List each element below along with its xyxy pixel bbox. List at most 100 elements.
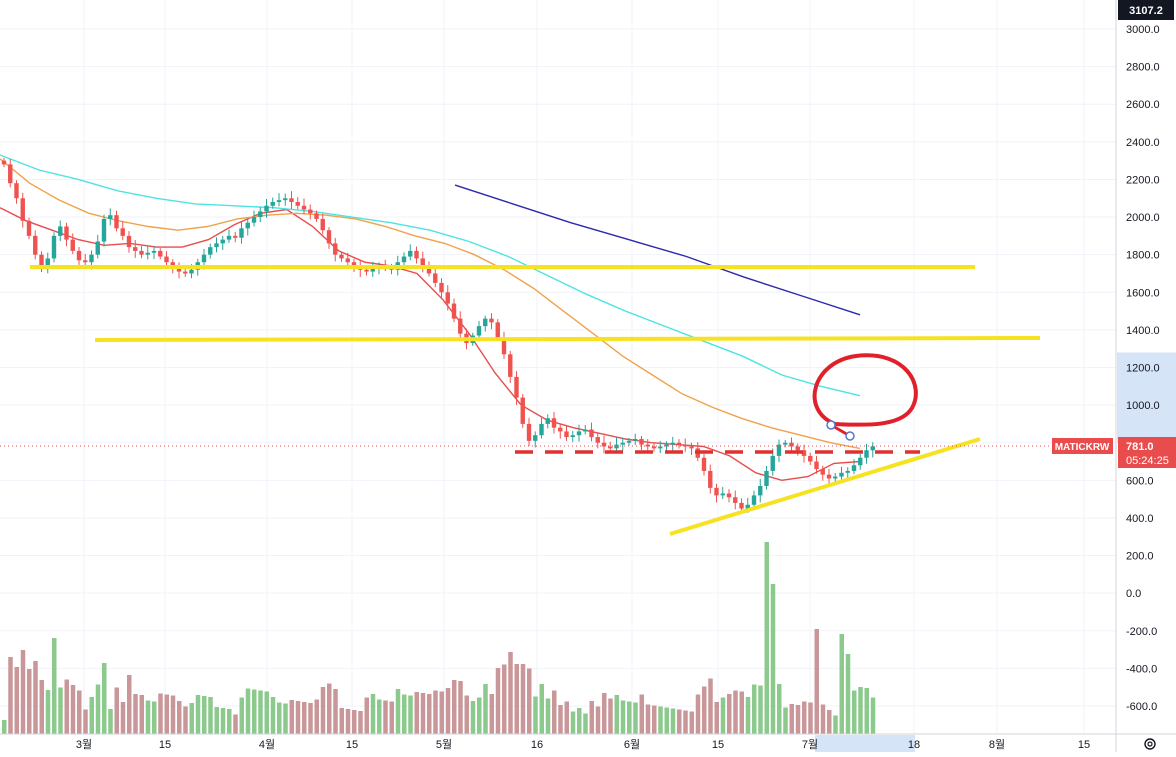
volume-bar: [195, 695, 201, 734]
symbol-tag[interactable]: [1052, 438, 1113, 454]
candle-body: [870, 446, 875, 451]
candle-body: [508, 354, 513, 377]
candle-body: [783, 442, 788, 445]
grid: [0, 0, 1116, 734]
moving-average-line: [454, 184, 861, 316]
time-tick-label: 15: [712, 739, 724, 751]
time-tick-label: 15: [159, 739, 171, 751]
candle-body: [364, 269, 369, 272]
candle-body: [670, 442, 675, 445]
volume-bar: [502, 664, 507, 734]
top-price-label: 3107.2: [1129, 5, 1163, 17]
candle-body: [58, 226, 63, 236]
candle-body: [689, 446, 694, 449]
volume-bar: [695, 694, 701, 734]
volume-bar: [277, 702, 282, 734]
candle-body: [664, 444, 669, 447]
volume-bar: [370, 694, 376, 734]
candle-body: [208, 247, 213, 255]
volume-bar: [783, 707, 788, 734]
annotation-handle-end[interactable]: [845, 431, 855, 441]
candle-body: [295, 202, 300, 206]
price-tick-label: -400.0: [1126, 663, 1157, 675]
price-tick-label: 200.0: [1126, 551, 1154, 563]
volume-bar: [208, 697, 213, 734]
support-line-lower[interactable]: [94, 336, 1041, 342]
candle-body: [839, 472, 844, 477]
volume-bar: [389, 701, 394, 734]
candle-body: [201, 254, 207, 263]
candle-body: [45, 258, 50, 266]
volume-bars: [2, 542, 876, 734]
volume-bar: [489, 694, 494, 734]
volume-bar: [608, 698, 613, 734]
price-tick-label: 1400.0: [1126, 325, 1160, 337]
circle-annotation[interactable]: [812, 353, 918, 427]
volume-bar: [733, 690, 738, 734]
time-axis-highlight: [815, 735, 915, 752]
candle-body: [808, 455, 813, 462]
volume-bar: [302, 702, 307, 734]
candle-body: [439, 282, 444, 293]
candle-body: [301, 205, 307, 210]
price-axis-highlight: [1117, 352, 1176, 443]
candle-body: [595, 437, 600, 443]
candle-body: [339, 254, 344, 259]
user-drawings[interactable]: [30, 265, 1041, 536]
volume-bar: [270, 697, 276, 734]
volume-bar: [508, 652, 513, 734]
settings-gear-icon[interactable]: [1144, 738, 1156, 750]
volume-bar: [202, 696, 207, 734]
time-tick-label: 4월: [259, 738, 275, 751]
candle-body: [576, 431, 582, 436]
moving-average-line: [0, 207, 861, 482]
volume-bar: [164, 694, 169, 734]
volume-bar: [8, 657, 13, 734]
candle-body: [283, 198, 288, 201]
volume-bar: [452, 680, 457, 734]
volume-bar: [645, 704, 651, 734]
candle-body: [858, 457, 863, 466]
candle-body: [701, 457, 707, 471]
volume-bar: [245, 688, 251, 734]
volume-bar: [89, 697, 94, 734]
price-axis[interactable]: 3000.0 2800.0 2600.0 2400.0 2200.0 2000.0 1800…: [1052, 0, 1176, 752]
candlesticks: [1, 157, 875, 513]
candle-body: [189, 269, 194, 274]
annotation-handle-start[interactable]: [826, 420, 836, 430]
time-tick-label: 15: [1078, 739, 1090, 751]
candle-body: [251, 217, 257, 223]
trend-line-ascending[interactable]: [669, 437, 981, 536]
volume-bar: [752, 684, 757, 734]
candle-body: [833, 476, 838, 479]
volume-bar: [358, 711, 363, 734]
candle-body: [514, 376, 519, 398]
candle-body: [526, 423, 532, 441]
volume-bar: [870, 697, 876, 734]
price-tick-label: 400.0: [1126, 513, 1154, 525]
volume-bar: [458, 681, 463, 734]
candle-body: [133, 247, 138, 251]
candle-body: [826, 474, 832, 479]
volume-bar: [120, 702, 126, 734]
volume-bar: [614, 695, 619, 734]
candle-body: [589, 429, 594, 438]
last-price-box: [1118, 437, 1176, 468]
volume-bar: [689, 711, 694, 734]
time-tick-label: 5월: [436, 738, 452, 751]
candle-body: [583, 429, 588, 432]
time-axis[interactable]: 3월 15 4월 15 5월 16 6월 15 7월 18 8월 15: [0, 733, 1176, 752]
last-price-label: 781.0: [1126, 441, 1154, 453]
candle-body: [264, 205, 269, 212]
volume-bar: [339, 708, 344, 734]
candle-body: [8, 164, 13, 184]
volume-bar: [239, 697, 244, 734]
candle-body: [220, 239, 225, 244]
candle-body: [714, 487, 719, 496]
volume-bar: [720, 697, 726, 734]
price-tick-label: 2000.0: [1126, 212, 1160, 224]
volume-bar: [127, 675, 132, 734]
volume-bar: [789, 704, 794, 734]
